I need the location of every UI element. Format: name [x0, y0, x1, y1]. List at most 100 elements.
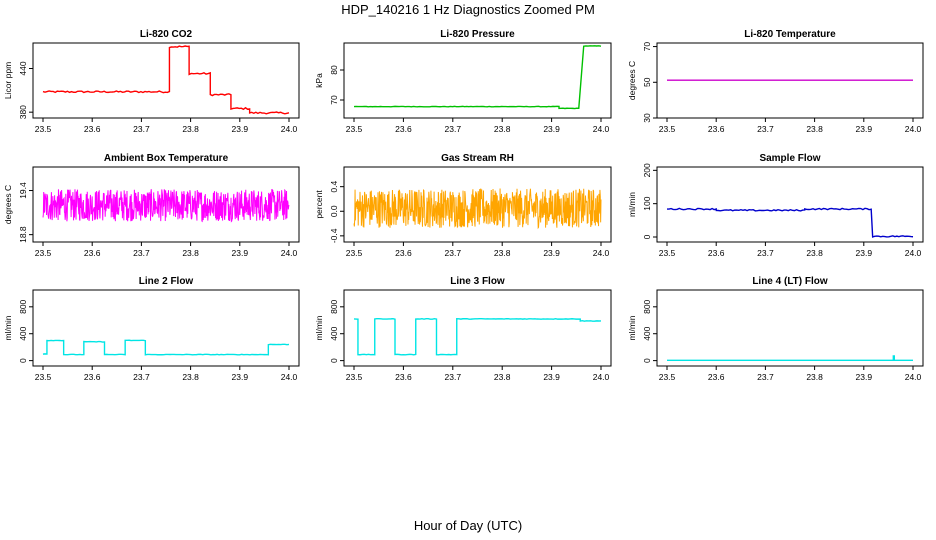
- plot-frame: [656, 42, 924, 119]
- plot-frame: [32, 166, 300, 243]
- panel-1: Li-820 CO2 Licor ppm 23.5 23.6 23.7 23.8 23.9 2…: [3, 29, 300, 134]
- y-axis-label: kPa: [314, 73, 324, 88]
- panel-title: Li-820 CO2: [140, 29, 193, 40]
- y-tick-label: 100: [642, 196, 652, 210]
- x-tick-label: 23.7: [757, 248, 774, 258]
- y-tick-label: 800: [329, 299, 339, 313]
- x-tick-label: 24.0: [281, 248, 298, 258]
- y-tick-label: 0.0: [329, 205, 339, 217]
- x-tick-label: 23.5: [659, 372, 676, 382]
- x-tick-label: 23.6: [395, 372, 412, 382]
- x-tick-label: 23.7: [133, 124, 150, 134]
- x-tick-label: 23.5: [346, 248, 363, 258]
- x-tick-label: 23.5: [35, 248, 52, 258]
- series-line: [42, 45, 290, 115]
- y-tick-label: 400: [642, 326, 652, 340]
- x-tick-label: 23.9: [543, 248, 560, 258]
- y-tick-label: 0: [642, 234, 652, 239]
- y-tick-label: 0: [329, 358, 339, 363]
- x-tick-label: 23.6: [708, 248, 725, 258]
- x-tick-label: 23.9: [543, 372, 560, 382]
- series-line: [42, 339, 290, 356]
- plot-frame: [343, 42, 612, 119]
- y-tick-label: 0: [18, 358, 28, 363]
- x-tick-label: 24.0: [905, 372, 922, 382]
- x-tick-label: 23.6: [708, 124, 725, 134]
- panel-title: Line 4 (LT) Flow: [752, 276, 828, 287]
- x-tick-label: 23.5: [35, 124, 52, 134]
- x-tick-label: 23.5: [35, 372, 52, 382]
- y-tick-label: 0: [642, 358, 652, 363]
- x-tick-label: 23.8: [806, 124, 823, 134]
- series-line: [666, 207, 914, 238]
- x-tick-label: 23.5: [659, 248, 676, 258]
- panel-5: Gas Stream RH percent 23.5 23.6 23.7 23.8 23.9…: [314, 153, 612, 258]
- panel-title: Li-820 Pressure: [440, 29, 515, 40]
- x-tick-label: 23.9: [232, 124, 249, 134]
- y-axis-label: ml/min: [314, 315, 324, 340]
- y-axis-label: ml/min: [3, 315, 13, 340]
- y-axis-label: ml/min: [627, 192, 637, 217]
- y-tick-label: 50: [642, 77, 652, 87]
- panel-title: Gas Stream RH: [441, 153, 514, 164]
- x-tick-label: 23.5: [346, 124, 363, 134]
- x-tick-label: 23.5: [659, 124, 676, 134]
- x-tick-label: 24.0: [281, 124, 298, 134]
- x-tick-label: 23.7: [757, 124, 774, 134]
- panel-2: Li-820 Pressure kPa 23.5 23.6 23.7 23.8 23.9 24…: [314, 29, 612, 134]
- x-tick-label: 23.6: [708, 372, 725, 382]
- plot-frame: [32, 289, 300, 367]
- y-axis-label: degrees C: [3, 185, 13, 224]
- plot-frame: [656, 166, 924, 243]
- figure-title: HDP_140216 1 Hz Diagnostics Zoomed PM: [341, 2, 595, 17]
- y-tick-label: 200: [642, 163, 652, 177]
- x-tick-label: 23.8: [182, 124, 199, 134]
- x-tick-label: 23.5: [346, 372, 363, 382]
- panel-title: Line 2 Flow: [139, 276, 194, 287]
- x-tick-label: 23.8: [182, 248, 199, 258]
- x-tick-label: 24.0: [593, 248, 610, 258]
- y-tick-label: 800: [642, 299, 652, 313]
- x-tick-label: 23.7: [133, 248, 150, 258]
- x-tick-label: 23.6: [395, 248, 412, 258]
- panel-7: Line 2 Flow ml/min 23.5 23.6 23.7 23.8 23.9 24.…: [3, 276, 300, 382]
- x-tick-label: 23.8: [494, 372, 511, 382]
- x-tick-label: 23.8: [494, 248, 511, 258]
- panel-title: Ambient Box Temperature: [104, 153, 229, 164]
- x-tick-label: 23.8: [806, 372, 823, 382]
- y-tick-label: 70: [642, 42, 652, 52]
- x-tick-label: 23.9: [543, 124, 560, 134]
- panel-title: Sample Flow: [759, 153, 820, 164]
- panel-4: Ambient Box Temperature degrees C 23.5 23.6…: [3, 153, 300, 258]
- panel-3: Li-820 Temperature degrees C 23.5 23.6 23.7 2…: [627, 29, 924, 134]
- panel-8: Line 3 Flow ml/min 23.5 23.6 23.7 23.8 23.9 24.…: [314, 276, 612, 382]
- plot-frame: [656, 289, 924, 367]
- y-tick-label: 18.8: [18, 226, 28, 243]
- x-tick-label: 23.7: [133, 372, 150, 382]
- x-tick-label: 23.9: [856, 372, 873, 382]
- x-tick-label: 23.6: [84, 372, 101, 382]
- figure-x-axis-label: Hour of Day (UTC): [413, 518, 523, 533]
- y-tick-label: 19.4: [18, 182, 28, 199]
- y-axis-label: percent: [314, 190, 324, 219]
- x-tick-label: 24.0: [281, 372, 298, 382]
- y-tick-label: 400: [18, 326, 28, 340]
- panel-title: Li-820 Temperature: [744, 29, 836, 40]
- series-line: [667, 355, 913, 361]
- x-tick-label: 23.6: [84, 248, 101, 258]
- x-tick-label: 23.9: [856, 248, 873, 258]
- y-axis-label: Licor ppm: [3, 62, 13, 99]
- x-tick-label: 23.6: [395, 124, 412, 134]
- x-tick-label: 23.6: [84, 124, 101, 134]
- x-tick-label: 23.9: [232, 372, 249, 382]
- x-tick-label: 23.9: [856, 124, 873, 134]
- x-tick-label: 23.7: [445, 372, 462, 382]
- x-tick-label: 24.0: [593, 124, 610, 134]
- y-tick-label: 30: [642, 113, 652, 123]
- y-tick-label: 440: [18, 61, 28, 75]
- panel-9: Line 4 (LT) Flow ml/min 23.5 23.6 23.7 23.8 23…: [627, 276, 924, 382]
- series-line: [42, 188, 290, 223]
- series-line: [353, 317, 602, 356]
- x-tick-label: 23.7: [445, 248, 462, 258]
